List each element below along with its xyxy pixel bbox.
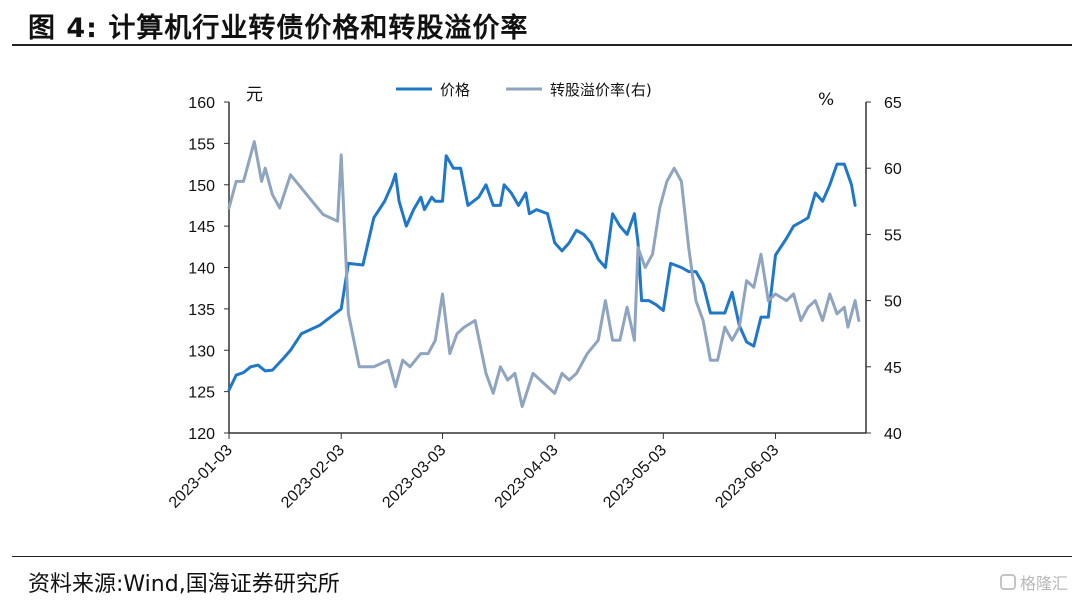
axes: [228, 102, 867, 434]
x-tick-label: 2023-04-03: [492, 442, 562, 512]
left-tick-label: 135: [188, 302, 215, 319]
left-tick-label: 120: [188, 426, 215, 443]
left-tick-label: 140: [188, 261, 215, 278]
figure-title: 图 4: 计算机行业转债价格和转股溢价率: [28, 13, 529, 44]
right-tick-label: 45: [884, 360, 902, 377]
right-tick-label: 40: [884, 426, 902, 443]
right-tick-label: 55: [884, 227, 902, 244]
top-rule: [12, 44, 1072, 46]
left-axis-unit: 元: [246, 85, 263, 105]
left-tick-label: 150: [188, 178, 215, 195]
x-tick-label: 2023-02-03: [278, 442, 348, 512]
left-tick-label: 145: [188, 219, 215, 236]
right-tick-label: 60: [884, 161, 902, 178]
watermark-logo-icon: [999, 574, 1016, 590]
bottom-rule: [12, 556, 1072, 557]
right-tick-label: 65: [884, 95, 902, 112]
watermark-text: 格隆汇: [1019, 574, 1068, 593]
right-axis-ticks: 40 45 50 55 60 65: [866, 95, 902, 443]
series-line-premium: [227, 140, 861, 408]
left-tick-label: 160: [188, 95, 215, 112]
watermark: 格隆汇: [999, 570, 1068, 594]
left-tick-label: 125: [188, 385, 215, 402]
source-note: 资料来源:Wind,国海证券研究所: [28, 572, 340, 597]
left-tick-label: 155: [188, 136, 215, 153]
x-tick-label: 2023-03-03: [379, 442, 449, 512]
right-tick-label: 50: [884, 294, 902, 311]
chart: 120 125 130 135 140 145 150 155 160 40 45 50 55 60 65…: [166, 81, 902, 512]
x-tick-label: 2023-01-03: [166, 442, 236, 512]
x-axis-ticks: 2023-01-03 2023-02-03 2023-03-03 2023-04-03…: [166, 433, 782, 512]
series-lines: [227, 140, 861, 408]
series-line-price: [227, 154, 857, 392]
right-axis-unit: %: [818, 90, 834, 110]
x-tick-label: 2023-05-03: [600, 442, 670, 512]
legend-label-price: 价格: [440, 81, 470, 99]
left-axis-ticks: 120 125 130 135 140 145 150 155 160: [188, 95, 229, 443]
legend: 价格 转股溢价率(右): [396, 81, 652, 99]
x-tick-label: 2023-06-03: [712, 442, 782, 512]
legend-label-premium: 转股溢价率(右): [550, 81, 652, 99]
left-tick-label: 130: [188, 343, 215, 360]
